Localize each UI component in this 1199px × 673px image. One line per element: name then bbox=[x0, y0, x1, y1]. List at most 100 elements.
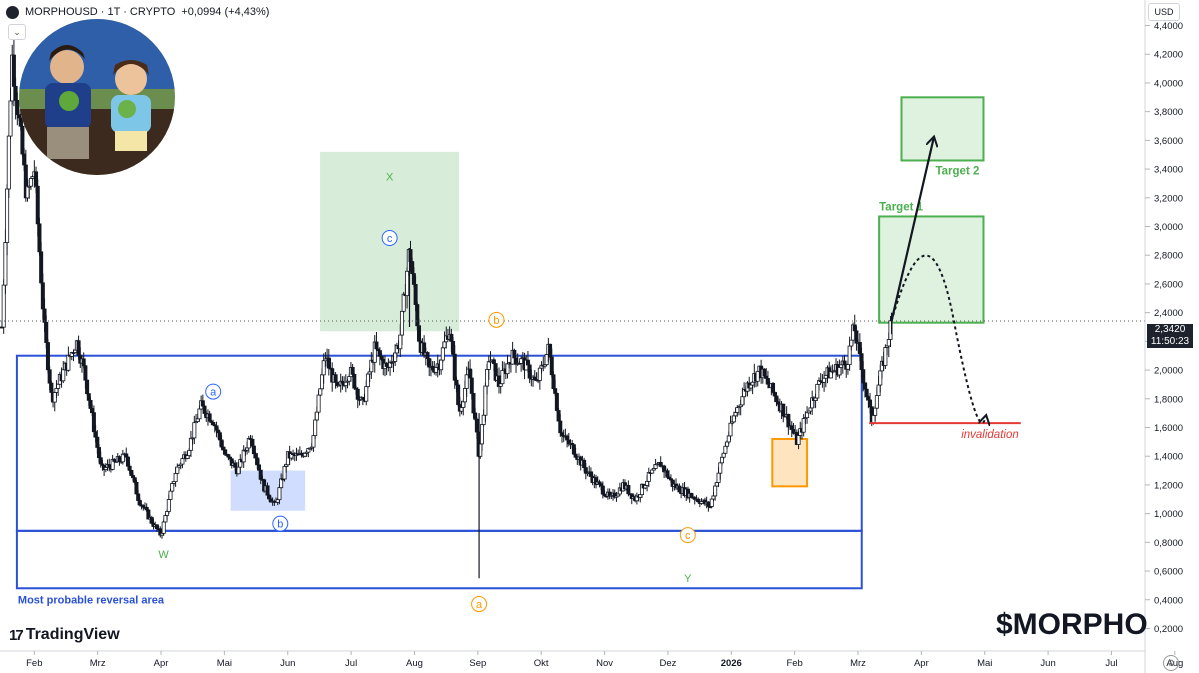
wave-label: Y bbox=[684, 573, 692, 585]
y-tick-label: 4,4000 bbox=[1154, 21, 1183, 32]
candle-body bbox=[857, 342, 862, 355]
reversal-area-label: Most probable reversal area bbox=[18, 594, 165, 606]
x-tick-label: Jun bbox=[1040, 658, 1055, 669]
candle-body bbox=[95, 436, 100, 448]
candle-body bbox=[326, 357, 331, 369]
candle-body bbox=[136, 493, 141, 501]
candle-body bbox=[449, 333, 454, 342]
candle-body bbox=[44, 321, 49, 343]
candle-body bbox=[721, 452, 726, 458]
wave-label-circle bbox=[272, 515, 289, 532]
y-tick-label: 0,8000 bbox=[1154, 538, 1183, 549]
candle-body bbox=[52, 392, 57, 403]
settings-gear-icon[interactable]: ⚙ bbox=[1163, 655, 1179, 671]
candle-body bbox=[726, 435, 731, 443]
candle-body bbox=[302, 452, 307, 457]
candle-body bbox=[217, 432, 222, 441]
symbol-header[interactable]: MORPHOUSD · 1T · CRYPTO +0,0994 (+4,43%) bbox=[6, 4, 269, 20]
wave-label: c bbox=[685, 530, 691, 542]
y-tick-label: 0,2000 bbox=[1154, 624, 1183, 635]
candle-body bbox=[86, 393, 91, 401]
candle-body bbox=[214, 425, 219, 431]
x-tick-label: Apr bbox=[154, 658, 169, 669]
candle-body bbox=[175, 466, 180, 474]
y-tick-label: 3,2000 bbox=[1154, 193, 1183, 204]
tradingview-wordmark: TradingView bbox=[25, 626, 120, 643]
candle-body bbox=[626, 485, 631, 495]
candle-body bbox=[37, 223, 42, 253]
candle-body bbox=[847, 345, 852, 366]
candle-body bbox=[765, 378, 770, 385]
candle-body bbox=[241, 449, 246, 463]
candle-body bbox=[464, 374, 469, 389]
candle-body bbox=[365, 373, 370, 388]
y-tick-label: 2,0000 bbox=[1154, 366, 1183, 377]
candle-body bbox=[5, 188, 10, 243]
y-tick-label: 3,4000 bbox=[1154, 165, 1183, 176]
y-tick-label: 0,4000 bbox=[1154, 595, 1183, 606]
candle-body bbox=[347, 376, 352, 382]
invalidation-label: invalidation bbox=[961, 429, 1019, 441]
candle-body bbox=[187, 449, 192, 456]
candle-body bbox=[525, 359, 530, 366]
x-tick-label: Mai bbox=[217, 658, 232, 669]
candle-body bbox=[200, 400, 205, 407]
y-tick-label: 2,4000 bbox=[1154, 308, 1183, 319]
wave-label: X bbox=[386, 171, 394, 183]
x-tick-label: Mrz bbox=[850, 658, 866, 669]
candle-body bbox=[277, 487, 282, 501]
candle-body bbox=[56, 383, 61, 389]
candle-body bbox=[871, 414, 876, 424]
collapse-chevron-icon[interactable]: ⌄ bbox=[8, 24, 26, 40]
candle-body bbox=[469, 377, 474, 394]
candle-body bbox=[124, 453, 129, 458]
candle-body bbox=[551, 374, 556, 389]
currency-selector[interactable]: USD bbox=[1148, 3, 1180, 21]
candle-body bbox=[451, 340, 456, 355]
candle-body bbox=[6, 135, 11, 190]
candle-body bbox=[311, 435, 316, 448]
candle-body bbox=[282, 465, 287, 480]
candle-body bbox=[781, 403, 786, 417]
candle-body bbox=[718, 462, 723, 474]
y-tick-label: 4,2000 bbox=[1154, 50, 1183, 61]
candle-body bbox=[25, 185, 30, 199]
candle-body bbox=[452, 353, 457, 381]
x-tick-label: Jun bbox=[280, 658, 295, 669]
candle-body bbox=[481, 414, 486, 425]
candle-body bbox=[500, 370, 505, 385]
candle-body bbox=[544, 354, 549, 366]
candle-body bbox=[740, 396, 745, 406]
candle-body bbox=[512, 349, 517, 359]
candle-body bbox=[149, 517, 154, 524]
orange-zone bbox=[771, 437, 809, 488]
x-tick-label: Jul bbox=[1105, 658, 1117, 669]
wave-label: c bbox=[387, 233, 393, 245]
candle-body bbox=[173, 472, 178, 483]
candle-body bbox=[192, 422, 197, 439]
candle-body bbox=[852, 324, 857, 332]
candle-body bbox=[134, 481, 139, 495]
candle-body bbox=[558, 420, 563, 434]
candle-body bbox=[565, 435, 570, 441]
candle-body bbox=[76, 340, 81, 356]
candle-body bbox=[571, 444, 576, 455]
x-tick-label: Jul bbox=[345, 658, 357, 669]
candle-body bbox=[166, 499, 171, 512]
candle-body bbox=[11, 54, 16, 87]
candle-body bbox=[117, 456, 122, 462]
candle-body bbox=[786, 413, 791, 428]
tradingview-logo[interactable]: 17 TradingView bbox=[9, 626, 120, 644]
candle-body bbox=[762, 368, 767, 377]
wave-label: b bbox=[493, 315, 499, 327]
candle-body bbox=[677, 485, 682, 493]
candle-body bbox=[161, 521, 166, 534]
candle-body bbox=[364, 386, 369, 402]
candle-body bbox=[886, 339, 891, 347]
candle-body bbox=[188, 437, 193, 451]
x-tick-label: Mai bbox=[977, 658, 992, 669]
candle-body bbox=[13, 86, 18, 101]
wave-label: b bbox=[277, 519, 283, 531]
candle-body bbox=[537, 367, 542, 381]
